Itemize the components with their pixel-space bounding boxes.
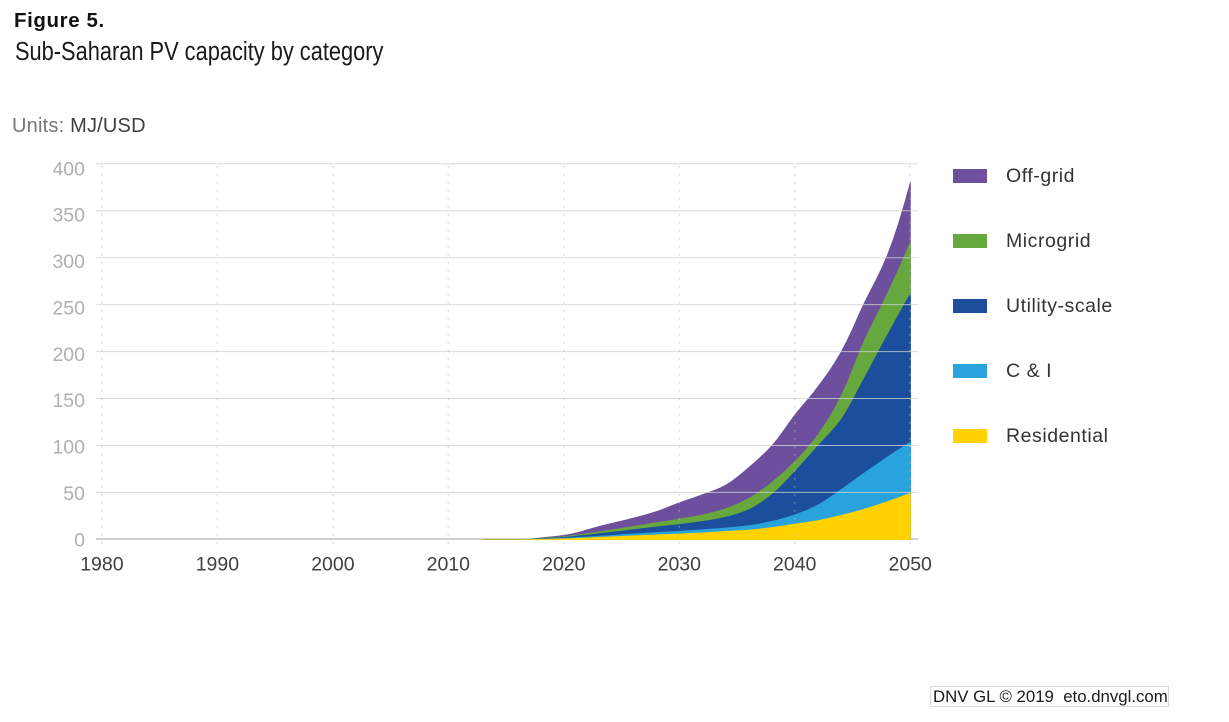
svg-text:350: 350 [52,205,85,227]
svg-text:150: 150 [52,390,85,412]
svg-text:1990: 1990 [196,554,240,576]
svg-text:250: 250 [52,297,85,319]
svg-text:2000: 2000 [311,554,355,576]
svg-text:2050: 2050 [889,554,933,576]
svg-text:200: 200 [52,344,85,366]
svg-text:100: 100 [52,437,85,459]
svg-text:300: 300 [52,251,85,273]
svg-text:0: 0 [74,529,85,551]
svg-text:1980: 1980 [80,554,124,576]
svg-text:2030: 2030 [658,554,702,576]
svg-text:2020: 2020 [542,554,586,576]
svg-text:400: 400 [52,158,85,180]
svg-text:2040: 2040 [773,554,817,576]
svg-text:2010: 2010 [427,554,471,576]
svg-text:50: 50 [63,483,85,505]
